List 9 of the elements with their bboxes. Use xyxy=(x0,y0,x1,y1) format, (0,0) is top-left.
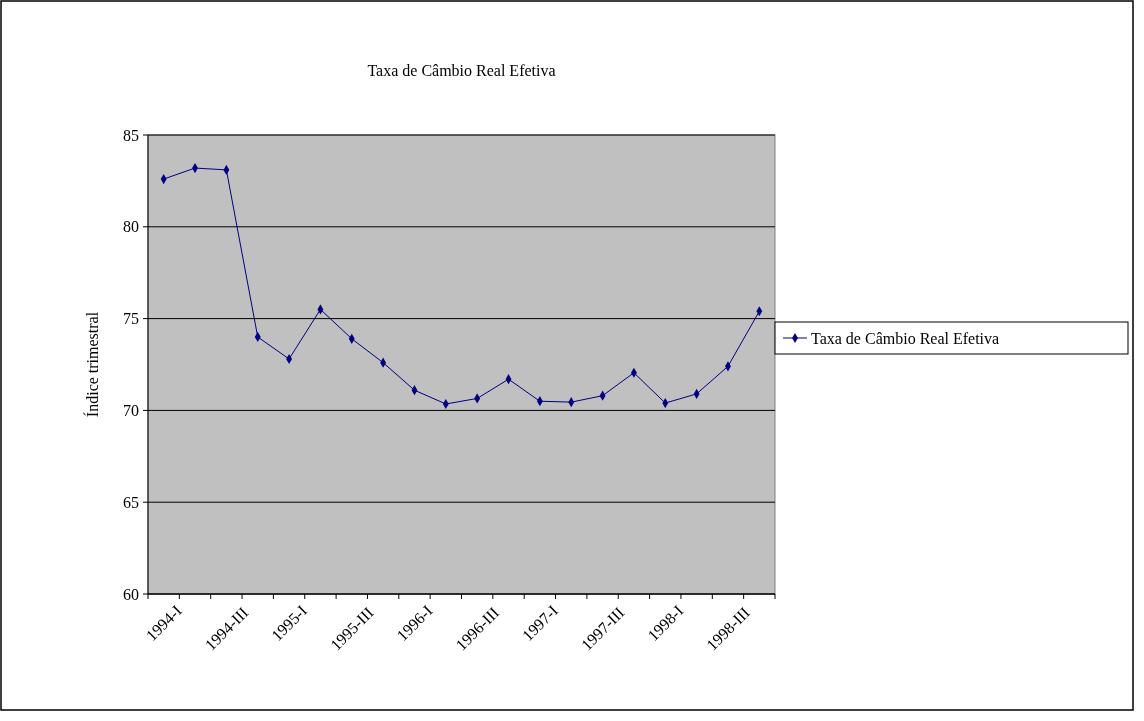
y-tick-label: 60 xyxy=(123,585,139,603)
y-tick-label: 75 xyxy=(123,310,139,328)
y-tick-label: 70 xyxy=(123,402,139,419)
y-tick-label: 65 xyxy=(123,493,139,511)
legend-label: Taxa de Câmbio Real Efetiva xyxy=(811,329,1000,347)
y-tick-label: 80 xyxy=(123,218,139,236)
y-tick-label: 85 xyxy=(123,126,139,144)
chart-title: Taxa de Câmbio Real Efetiva xyxy=(367,62,556,79)
y-axis-title: Índice trimestral xyxy=(83,311,101,418)
